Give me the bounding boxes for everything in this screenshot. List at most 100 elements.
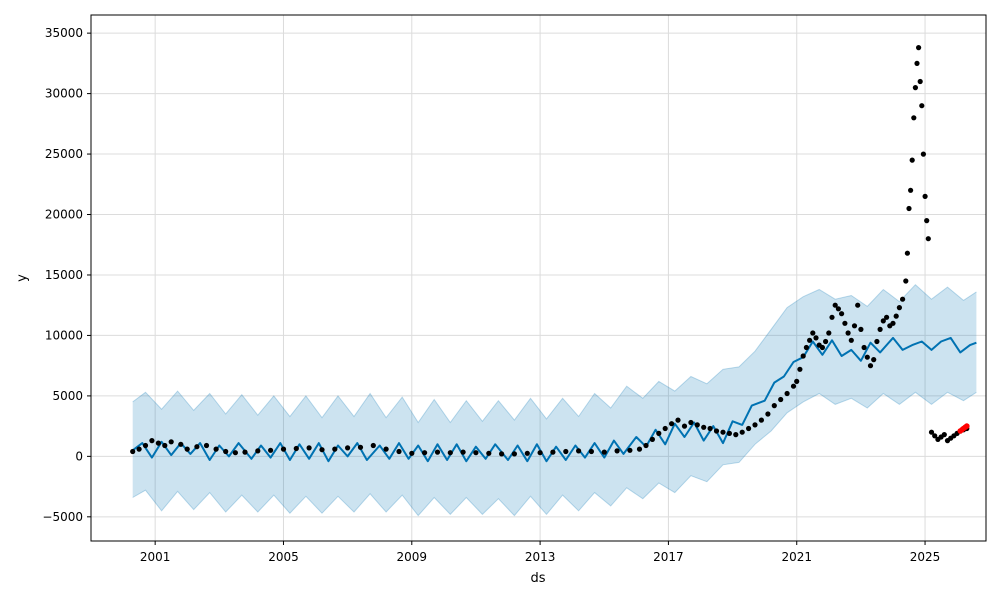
- y-tick-label: 15000: [45, 268, 83, 282]
- observed-point: [752, 422, 758, 428]
- observed-point: [473, 450, 479, 456]
- observed-point: [694, 422, 700, 428]
- x-tick-label: 2009: [397, 550, 428, 564]
- observed-point: [911, 115, 917, 121]
- interval-band: [132, 284, 977, 516]
- forecast-series: [132, 336, 977, 463]
- observed-point: [707, 425, 713, 432]
- observed-point: [194, 444, 200, 450]
- observed-point: [332, 446, 338, 452]
- observed-point: [563, 448, 569, 455]
- observed-point: [928, 429, 935, 435]
- observed-point: [861, 344, 867, 351]
- observed-point: [807, 337, 813, 343]
- forecast-line: [132, 336, 977, 463]
- observed-point: [851, 323, 858, 329]
- x-tick-label: 2013: [525, 550, 556, 564]
- observed-point: [919, 103, 925, 109]
- observed-point: [900, 296, 906, 302]
- observed-point: [627, 447, 633, 453]
- observed-point: [614, 448, 620, 454]
- observed-point: [813, 335, 819, 341]
- observed-point: [537, 450, 543, 456]
- observed-point: [720, 429, 726, 435]
- observed-point: [447, 450, 453, 456]
- observed-point: [912, 85, 919, 91]
- observed-point: [765, 411, 771, 417]
- observed-point: [162, 442, 168, 449]
- observed-point: [803, 344, 810, 351]
- observed-point: [434, 449, 441, 455]
- x-tick-label: 2017: [653, 550, 684, 564]
- observed-point: [511, 451, 517, 457]
- observed-point: [733, 432, 739, 438]
- observed-point: [142, 442, 149, 449]
- observed-point: [890, 320, 896, 326]
- observed-point: [893, 313, 899, 319]
- observed-point: [636, 446, 643, 452]
- y-axis: −5000 0 5000 10000 15000 20000 25000 30000 35000: [42, 26, 91, 524]
- x-tick-label: 2021: [781, 550, 812, 564]
- observed-point: [601, 449, 607, 455]
- observed-point: [268, 447, 274, 453]
- observed-point: [460, 449, 466, 455]
- observed-point: [357, 444, 364, 450]
- observed-point: [819, 344, 826, 351]
- observed-point: [848, 337, 854, 343]
- observed-point: [904, 250, 911, 256]
- y-tick-label: 35000: [45, 26, 83, 40]
- observed-point: [293, 445, 299, 452]
- observed-point: [396, 448, 402, 455]
- observed-point: [184, 446, 190, 452]
- observed-point: [383, 446, 389, 452]
- observed-point: [662, 425, 668, 432]
- observed-point: [797, 366, 803, 372]
- observed-point: [839, 311, 845, 317]
- x-tick-label: 2001: [140, 550, 171, 564]
- observed-point: [345, 445, 351, 451]
- observed-point: [855, 302, 861, 308]
- observed-point: [701, 424, 707, 430]
- observed-point: [884, 314, 890, 320]
- observed-points: [130, 45, 970, 457]
- observed-point: [213, 446, 219, 452]
- observed-point: [858, 326, 864, 332]
- observed-point: [925, 236, 931, 242]
- observed-point: [896, 305, 903, 311]
- observed-point: [877, 326, 883, 332]
- observed-point: [794, 378, 800, 384]
- observed-point: [871, 357, 877, 363]
- observed-point: [829, 314, 835, 320]
- observed-point: [669, 421, 675, 427]
- recent-observed-point: [964, 423, 970, 429]
- observed-point: [758, 417, 765, 423]
- observed-point: [932, 433, 938, 439]
- observed-point: [906, 205, 912, 212]
- observed-point: [713, 428, 720, 434]
- observed-point: [486, 450, 492, 456]
- observed-point: [649, 436, 656, 442]
- observed-point: [920, 151, 927, 157]
- observed-point: [155, 440, 161, 446]
- y-tick-label: 0: [75, 449, 83, 463]
- interval-lower-edge: [132, 391, 977, 517]
- observed-point: [203, 442, 210, 449]
- observed-point: [845, 330, 851, 336]
- x-tick-label: 2025: [910, 550, 941, 564]
- observed-point: [746, 425, 752, 432]
- observed-point: [864, 354, 870, 360]
- x-axis: 2001 2005 2009 2013 2017 2021 2025: [140, 541, 940, 564]
- observed-point: [306, 445, 312, 451]
- observed-point: [726, 430, 733, 436]
- observed-point: [874, 338, 880, 345]
- x-axis-label: ds: [530, 571, 545, 586]
- observed-point: [242, 449, 248, 455]
- observed-point: [778, 396, 784, 403]
- observed-point: [422, 450, 428, 456]
- observed-point: [681, 423, 688, 429]
- interval-upper-edge: [132, 284, 977, 424]
- observed-point: [917, 78, 923, 85]
- observed-point: [588, 448, 595, 455]
- y-tick-label: 20000: [45, 208, 83, 222]
